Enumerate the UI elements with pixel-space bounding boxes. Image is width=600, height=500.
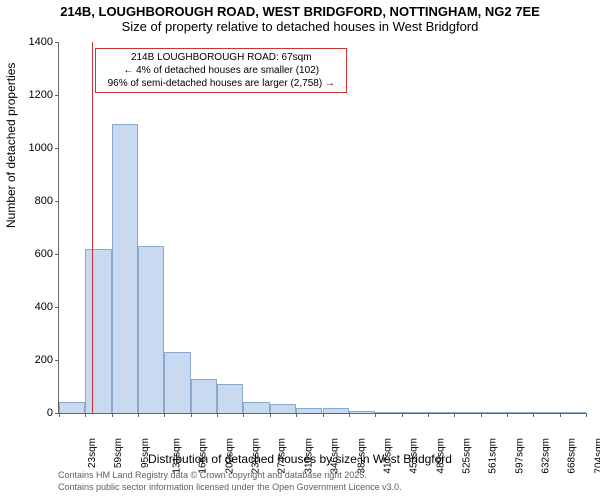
- histogram-bar: [191, 379, 217, 413]
- y-tick-mark: [55, 95, 59, 96]
- plot-area: 020040060080010001200140023sqm59sqm95sqm…: [58, 42, 586, 414]
- y-tick-label: 1200: [19, 89, 53, 101]
- x-axis-label: Distribution of detached houses by size …: [0, 452, 600, 466]
- x-tick-mark: [428, 413, 429, 417]
- y-tick-mark: [55, 148, 59, 149]
- y-tick-mark: [55, 42, 59, 43]
- x-tick-mark: [270, 413, 271, 417]
- x-tick-mark: [349, 413, 350, 417]
- y-tick-label: 1000: [19, 142, 53, 154]
- annotation-line: 96% of semi-detached houses are larger (…: [102, 77, 340, 90]
- x-tick-mark: [375, 413, 376, 417]
- y-tick-mark: [55, 201, 59, 202]
- y-tick-label: 1400: [19, 36, 53, 48]
- chart-container: 214B, LOUGHBOROUGH ROAD, WEST BRIDGFORD,…: [0, 0, 600, 500]
- histogram-bar: [296, 408, 322, 413]
- histogram-bar: [270, 404, 296, 413]
- annotation-box: 214B LOUGHBOROUGH ROAD: 67sqm← 4% of det…: [95, 48, 347, 93]
- x-tick-mark: [454, 413, 455, 417]
- histogram-bar: [323, 408, 349, 413]
- y-tick-label: 400: [19, 301, 53, 313]
- y-tick-label: 0: [19, 407, 53, 419]
- property-marker-line: [92, 42, 93, 413]
- histogram-bar: [243, 402, 269, 413]
- histogram-bar: [507, 412, 533, 413]
- chart-title-main: 214B, LOUGHBOROUGH ROAD, WEST BRIDGFORD,…: [0, 0, 600, 19]
- y-tick-label: 800: [19, 195, 53, 207]
- x-tick-mark: [217, 413, 218, 417]
- histogram-bar: [59, 402, 85, 413]
- x-tick-mark: [402, 413, 403, 417]
- histogram-bar: [112, 124, 138, 413]
- histogram-bar: [164, 352, 190, 413]
- histogram-bar: [428, 412, 454, 413]
- histogram-bar: [402, 412, 428, 413]
- histogram-bar: [454, 412, 480, 413]
- x-tick-mark: [296, 413, 297, 417]
- x-tick-mark: [533, 413, 534, 417]
- histogram-bar: [349, 411, 375, 413]
- annotation-line: 214B LOUGHBOROUGH ROAD: 67sqm: [102, 51, 340, 64]
- y-tick-mark: [55, 360, 59, 361]
- y-tick-mark: [55, 307, 59, 308]
- footer-line-2: Contains public sector information licen…: [58, 482, 402, 492]
- x-tick-mark: [164, 413, 165, 417]
- x-tick-mark: [323, 413, 324, 417]
- x-tick-mark: [560, 413, 561, 417]
- histogram-bar: [560, 412, 586, 413]
- x-tick-mark: [138, 413, 139, 417]
- chart-title-sub: Size of property relative to detached ho…: [0, 19, 600, 34]
- histogram-bar: [217, 384, 243, 413]
- y-tick-label: 600: [19, 248, 53, 260]
- histogram-bar: [533, 412, 559, 413]
- annotation-line: ← 4% of detached houses are smaller (102…: [102, 64, 340, 77]
- x-tick-mark: [112, 413, 113, 417]
- histogram-bar: [375, 412, 401, 413]
- histogram-bar: [85, 249, 111, 413]
- y-tick-label: 200: [19, 354, 53, 366]
- y-tick-mark: [55, 254, 59, 255]
- y-axis-label: Number of detached properties: [4, 63, 18, 228]
- x-tick-mark: [507, 413, 508, 417]
- x-tick-mark: [243, 413, 244, 417]
- x-tick-mark: [481, 413, 482, 417]
- histogram-bar: [138, 246, 164, 413]
- x-tick-mark: [586, 413, 587, 417]
- histogram-bar: [481, 412, 507, 413]
- x-tick-mark: [59, 413, 60, 417]
- x-tick-mark: [191, 413, 192, 417]
- x-tick-mark: [85, 413, 86, 417]
- footer-line-1: Contains HM Land Registry data © Crown c…: [58, 470, 367, 480]
